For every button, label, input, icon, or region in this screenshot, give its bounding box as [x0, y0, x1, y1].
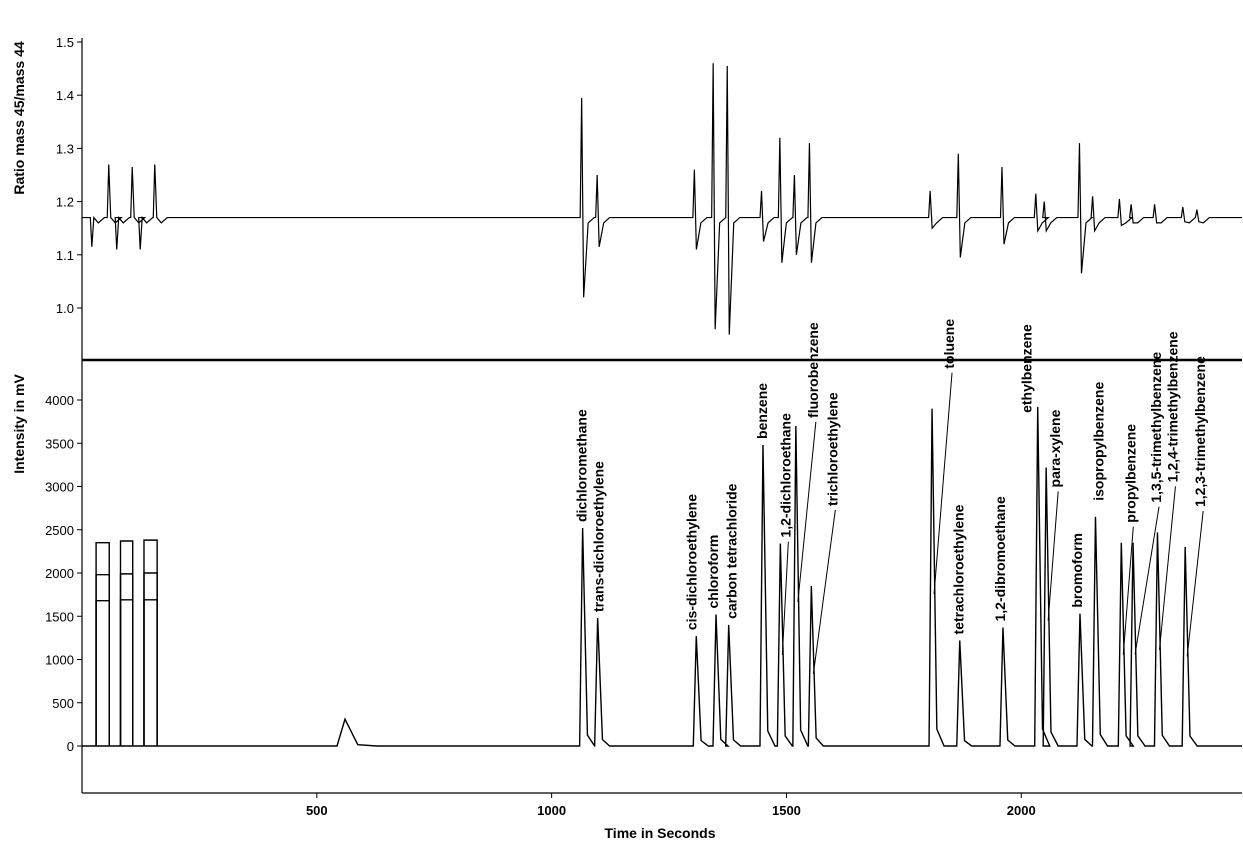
peak-label: isopropylbenzene	[1090, 382, 1106, 501]
reference-pulse	[143, 572, 158, 746]
bottom-y-tick-label: 2000	[45, 566, 74, 581]
peak-label: fluorobenzene	[805, 322, 821, 418]
reference-pulses	[95, 539, 158, 746]
top-y-axis-label: Ratio mass 45/mass 44	[11, 41, 27, 195]
ratio-trace	[82, 63, 1242, 335]
x-tick-label: 2000	[1007, 803, 1036, 818]
peak-label: trans-dichloroethylene	[591, 461, 607, 612]
peak-label: chloroform	[705, 535, 721, 609]
peak-label: cis-dichloroethylene	[683, 494, 699, 630]
peak-label: trichloroethylene	[824, 392, 840, 506]
peak-label: para-xylene	[1047, 409, 1063, 487]
intensity-panel: 0 500 1000 1500 2000 2500 3000 3500 4000 500 1000 1…	[45, 319, 1242, 818]
top-y-tick-label: 1.1	[56, 248, 74, 263]
reference-pulse	[95, 599, 110, 746]
bottom-y-tick-label: 1500	[45, 609, 74, 624]
peak-label-leader	[781, 541, 789, 655]
top-y-tick-label: 1.4	[56, 88, 74, 103]
x-tick-label: 1000	[537, 803, 566, 818]
peak-label-leader	[1122, 526, 1134, 655]
top-y-tick-label: 1.5	[56, 35, 74, 50]
peak-labels: dichloromethane trans-dichloroethylene cis…	[574, 319, 1208, 675]
peak-label-leader	[1134, 506, 1160, 655]
peak-label: carbon tetrachloride	[724, 483, 740, 619]
peak-label: 1,3,5-trimethylbenzene	[1148, 352, 1164, 503]
bottom-y-axis-label: Intensity in mV	[11, 374, 27, 474]
peak-label: benzene	[754, 383, 770, 439]
x-tick-label: 500	[306, 803, 328, 818]
x-axis-label: Time in Seconds	[605, 825, 716, 841]
reference-pulse	[119, 599, 134, 746]
bottom-y-tick-label: 500	[52, 696, 74, 711]
reference-pulse	[95, 542, 110, 746]
peak-label-leader	[1047, 491, 1059, 621]
peak-label-leader	[1186, 510, 1204, 657]
peak-label: dichloromethane	[574, 409, 590, 522]
peak-label-leader	[812, 509, 836, 675]
peak-label: 1,2-dichloroethane	[777, 413, 793, 538]
x-tick-label: 1500	[772, 803, 801, 818]
peak-label-leader	[933, 372, 953, 595]
peak-label: toluene	[941, 319, 957, 369]
bottom-y-tick-label: 4000	[45, 393, 74, 408]
bottom-y-tick-label: 1000	[45, 653, 74, 668]
peak-label-leader	[1158, 486, 1176, 650]
bottom-y-tick-label: 0	[67, 739, 74, 754]
peak-label: 1,2,3-trimethylbenzene	[1192, 356, 1208, 507]
bottom-y-tick-label: 2500	[45, 523, 74, 538]
bottom-y-tick-label: 3000	[45, 480, 74, 495]
reference-pulse	[143, 599, 158, 746]
top-y-tick-label: 1.2	[56, 195, 74, 210]
bottom-y-tick-label: 3500	[45, 436, 74, 451]
peak-label: 1,2,4-trimethylbenzene	[1164, 331, 1180, 482]
peak-label: propylbenzene	[1122, 424, 1138, 523]
reference-pulse	[143, 539, 158, 746]
peak-label: ethylbenzene	[1019, 324, 1035, 413]
intensity-trace	[82, 406, 1242, 747]
ratio-panel: 1.0 1.1 1.2 1.3 1.4 1.5	[56, 35, 1242, 793]
peak-label: tetrachloroethylene	[951, 504, 967, 634]
reference-pulse	[119, 540, 134, 746]
peak-label: 1,2-dibromoethane	[992, 496, 1008, 621]
peak-label: bromoform	[1069, 533, 1085, 608]
peak-label-leader	[797, 421, 817, 603]
top-y-tick-label: 1.0	[56, 301, 74, 316]
top-y-tick-label: 1.3	[56, 141, 74, 156]
